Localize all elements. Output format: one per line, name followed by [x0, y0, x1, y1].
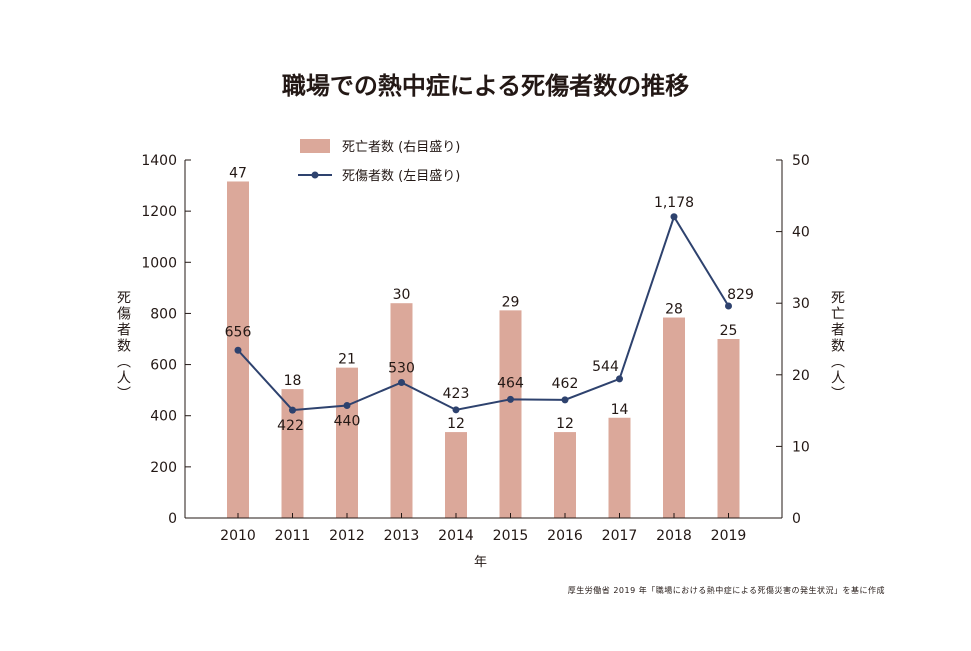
x-tick-label-2011: 2011 [275, 528, 311, 544]
point-injuries-2014 [452, 406, 460, 414]
y-right-tick-label: 20 [792, 368, 810, 384]
legend-swatch-bar [300, 139, 330, 153]
bar-deaths-2019 [717, 339, 740, 518]
point-injuries-2010 [234, 346, 242, 354]
y-right-tick-label: 10 [792, 439, 810, 455]
x-tick-label-2014: 2014 [438, 528, 474, 544]
x-axis-label: 年 [474, 555, 488, 570]
y-left-tick-label: 600 [150, 358, 177, 374]
y-left-tick-label: 400 [150, 409, 177, 425]
bar-deaths-2016 [554, 432, 576, 518]
y-right-tick-label: 0 [792, 511, 801, 527]
legend-label-bar: 死亡者数 (右目盛り) [342, 140, 460, 155]
bar-value-label: 30 [393, 287, 411, 303]
line-value-label: 422 [277, 418, 304, 434]
line-value-label: 440 [334, 413, 361, 429]
x-tick-label-2016: 2016 [547, 528, 583, 544]
bar-deaths-2015 [499, 310, 522, 518]
y-left-tick-label: 200 [150, 460, 177, 476]
line-value-label: 530 [388, 360, 415, 376]
y-left-tick-label: 800 [150, 306, 177, 322]
line-value-label: 423 [443, 386, 470, 402]
bar-value-label: 25 [720, 323, 738, 339]
y-right-tick-label: 50 [792, 153, 810, 169]
legend-swatch-marker [311, 171, 319, 179]
legend-label-line: 死傷者数 (左目盛り) [342, 169, 460, 184]
point-injuries-2015 [507, 395, 514, 403]
bar-value-label: 14 [611, 402, 629, 418]
y-left-tick-label: 0 [168, 511, 177, 527]
line-value-label: 462 [552, 376, 579, 392]
point-injuries-2018 [670, 213, 678, 221]
line-value-label: 544 [592, 359, 619, 375]
x-tick-label-2015: 2015 [493, 528, 529, 544]
x-tick-label-2018: 2018 [656, 528, 692, 544]
line-value-label: 1,178 [654, 195, 694, 211]
x-tick-label-2010: 2010 [220, 528, 256, 544]
bar-deaths-2012 [336, 367, 358, 518]
bar-value-label: 29 [502, 294, 520, 310]
point-injuries-2012 [343, 401, 351, 409]
line-value-label: 464 [497, 375, 524, 391]
y-left-tick-label: 1200 [141, 204, 177, 220]
bar-value-label: 12 [556, 416, 574, 432]
y-right-tick-label: 30 [792, 296, 810, 312]
x-tick-label-2017: 2017 [602, 528, 638, 544]
bar-deaths-2013 [390, 303, 413, 518]
bar-value-label: 21 [338, 352, 356, 368]
bar-deaths-2017 [608, 417, 631, 518]
point-injuries-2011 [289, 406, 296, 414]
y-axis-right-label: 死亡者数（人） [829, 290, 845, 402]
y-left-tick-label: 1400 [141, 153, 177, 169]
y-left-tick-label: 1000 [141, 255, 177, 271]
bar-deaths-2018 [663, 317, 685, 518]
x-tick-label-2019: 2019 [711, 528, 747, 544]
chart-title: 職場での熱中症による死傷者数の推移 [281, 72, 690, 100]
bar-deaths-2011 [281, 389, 304, 518]
point-injuries-2017 [616, 375, 623, 383]
point-injuries-2019 [725, 302, 732, 310]
line-injuries [237, 214, 730, 412]
x-tick-label-2012: 2012 [329, 528, 365, 544]
line-value-label: 829 [727, 287, 754, 303]
bar-deaths-2014 [445, 432, 467, 518]
y-right-tick-label: 40 [792, 225, 810, 241]
bar-value-label: 47 [229, 165, 247, 181]
point-injuries-2013 [398, 378, 405, 386]
x-tick-label-2013: 2013 [384, 528, 420, 544]
bar-value-label: 12 [447, 416, 465, 432]
bar-value-label: 18 [284, 373, 302, 389]
y-axis-left-label: 死傷者数（人） [115, 290, 131, 402]
bar-value-label: 28 [665, 302, 683, 318]
point-injuries-2016 [561, 396, 569, 404]
line-value-label: 656 [225, 324, 252, 340]
source-note: 厚生労働省 2019 年「職場における熱中症による死傷災害の発生状況」を基に作成 [567, 586, 885, 595]
